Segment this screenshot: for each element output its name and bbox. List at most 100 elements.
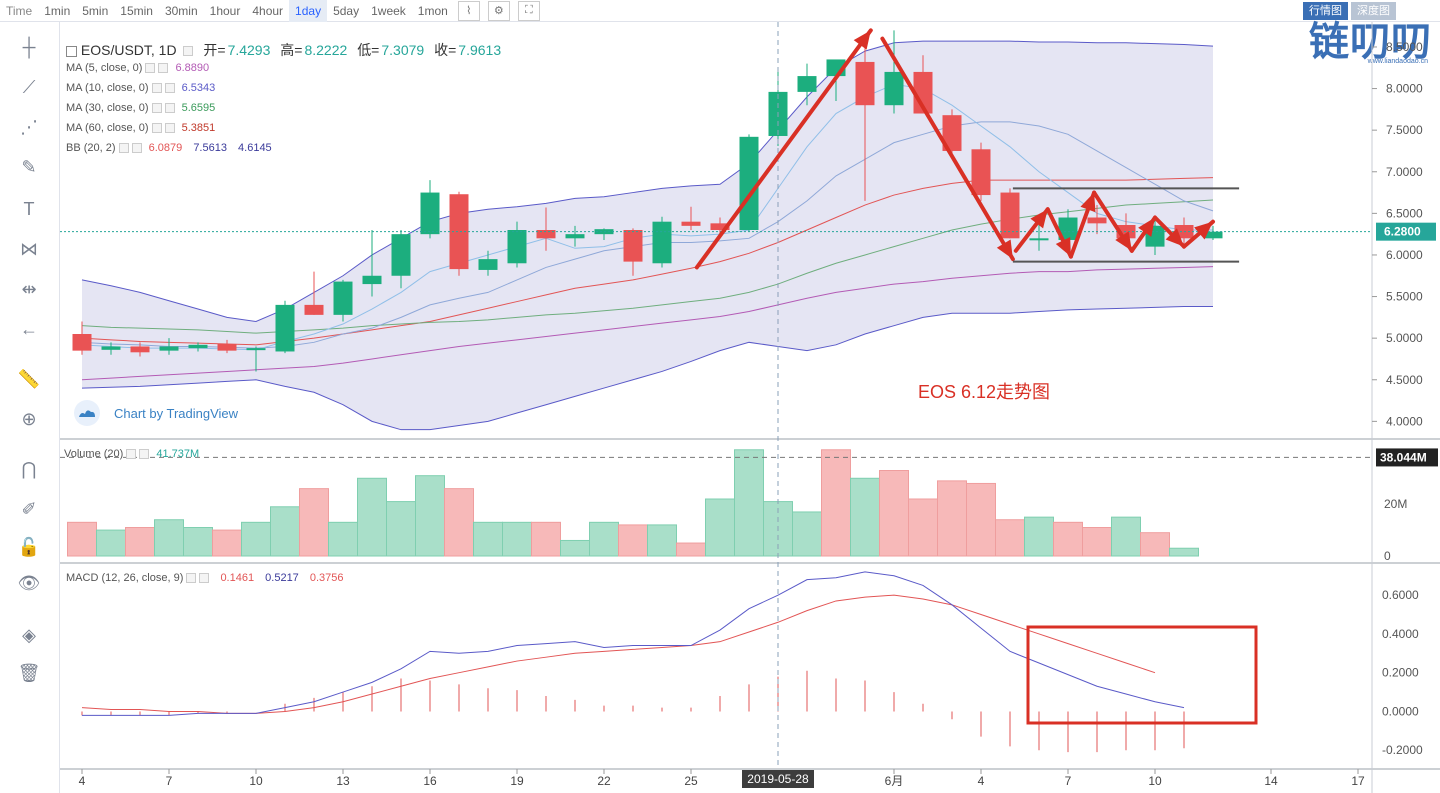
candle-down xyxy=(623,230,643,262)
measure-icon[interactable]: ⇹ xyxy=(21,278,37,299)
volume-bar-down xyxy=(1053,521,1083,557)
fullscreen-icon[interactable]: ⛶ xyxy=(517,0,540,21)
volume-bar-up xyxy=(850,477,880,557)
high-value: 8.2222 xyxy=(304,42,348,58)
volume-close-icon[interactable] xyxy=(139,449,150,460)
x-tick-label: 4 xyxy=(79,774,86,788)
bb-settings-icon[interactable] xyxy=(118,143,129,154)
ma60-settings-icon[interactable] xyxy=(151,123,162,134)
cloud-icon xyxy=(74,400,100,426)
settings-box-icon[interactable] xyxy=(183,46,194,57)
volume-tick-label: 0 xyxy=(1384,549,1391,563)
pattern-icon[interactable]: ⋈ xyxy=(20,238,38,259)
ma5-close-icon[interactable] xyxy=(158,63,169,74)
lock-drawing-icon[interactable]: ✐ xyxy=(21,498,37,519)
tradingview-logo[interactable]: Chart by TradingView xyxy=(74,400,238,426)
timeframe-1min[interactable]: 1min xyxy=(44,3,71,18)
volume-bar-down xyxy=(1140,532,1170,557)
ma5-label: MA (5, close, 0) xyxy=(66,62,143,74)
volume-marker-badge xyxy=(1376,448,1438,467)
range-zigzag-arrow-head xyxy=(1165,228,1184,247)
volume-bar-up xyxy=(1111,516,1141,557)
kline-view-button[interactable]: 行情图 xyxy=(1303,2,1348,20)
ma10-settings-icon[interactable] xyxy=(151,83,162,94)
bb-legend: BB (20, 2) 6.0879 7.5613 4.6145 xyxy=(66,142,272,154)
candle-down xyxy=(1000,192,1020,239)
volume-bar-down xyxy=(125,527,155,557)
volume-bar-up xyxy=(502,521,532,557)
magnet-icon[interactable]: ⋂ xyxy=(21,458,37,479)
candle-up xyxy=(884,71,904,106)
volume-bar-up xyxy=(1024,516,1054,557)
macd-close-icon[interactable] xyxy=(199,573,210,584)
bb-close-icon[interactable] xyxy=(131,143,142,154)
ruler-icon[interactable]: 📏 xyxy=(17,368,41,389)
timeframe-30min[interactable]: 30min xyxy=(164,3,198,18)
timeframe-1mon[interactable]: 1mon xyxy=(417,3,448,18)
timeframe-1day[interactable]: 1day xyxy=(289,0,328,22)
volume-bar-up xyxy=(183,527,213,557)
timeframe-time[interactable]: Time xyxy=(6,3,33,18)
candle-down xyxy=(971,149,991,196)
candle-up xyxy=(797,76,817,92)
volume-tick-label: 20M xyxy=(1384,497,1407,511)
ma10-close-icon[interactable] xyxy=(164,83,175,94)
volume-bar-down xyxy=(444,488,474,557)
volume-legend: Volume (20) 41.737M xyxy=(64,448,199,460)
x-tick-label: 7 xyxy=(166,774,173,788)
ma60-close-icon[interactable] xyxy=(164,123,175,134)
chart-style-icon[interactable] xyxy=(66,45,77,57)
zoom-icon[interactable]: ⊕ xyxy=(21,408,37,429)
back-arrow-icon[interactable]: ← xyxy=(20,318,38,339)
ma30-settings-icon[interactable] xyxy=(151,103,162,114)
ma5-value: 6.8890 xyxy=(175,62,210,74)
price-tick-label: 4.5000 xyxy=(1386,373,1423,387)
timeframe-4hour[interactable]: 4hour xyxy=(252,3,284,18)
trash-icon[interactable]: 🗑 xyxy=(17,662,41,683)
eye-icon[interactable]: 👁 xyxy=(17,572,41,593)
volume-bar-down xyxy=(1082,527,1112,557)
candle-up xyxy=(1058,217,1078,240)
timeframe-5min[interactable]: 5min xyxy=(82,3,109,18)
axes: 4.0000 4.5000 5.0000 5.5000 6.0000 6.5000 7.00… xyxy=(60,22,1440,793)
fib-icon[interactable]: ⋰ xyxy=(20,116,38,137)
timeframe-1hour[interactable]: 1hour xyxy=(209,3,241,18)
high-label: 高= xyxy=(280,42,303,58)
macd-highlight-box xyxy=(1026,625,1258,725)
timeframe-15min[interactable]: 15min xyxy=(120,3,153,18)
ma5-line xyxy=(81,83,1213,351)
candle-down xyxy=(72,334,92,351)
volume-bar-up xyxy=(386,501,416,557)
macd-settings-icon[interactable] xyxy=(186,573,197,584)
timeframe-1week[interactable]: 1week xyxy=(371,3,406,18)
range-zigzag-arrow-head xyxy=(1138,217,1155,237)
uptrend-arrow-head xyxy=(853,30,871,50)
candle-up xyxy=(159,346,179,351)
text-icon[interactable]: T xyxy=(23,198,35,219)
candle-up xyxy=(275,304,295,352)
price-tick-label: 6.0000 xyxy=(1386,248,1423,262)
depth-view-button[interactable]: 深度图 xyxy=(1351,2,1396,20)
lock-icon[interactable]: 🔓 xyxy=(17,536,41,557)
volume-bar-up xyxy=(473,521,503,557)
candle-up xyxy=(1203,231,1223,239)
ma60-value: 5.3851 xyxy=(181,122,216,134)
crosshair-icon[interactable]: ┼ xyxy=(22,36,36,57)
timeframe-5day[interactable]: 5day xyxy=(333,3,360,18)
ma5-settings-icon[interactable] xyxy=(145,63,156,74)
price-tick-label: 5.5000 xyxy=(1386,290,1423,304)
main-pane xyxy=(60,30,1372,431)
low-label: 低= xyxy=(357,42,380,58)
trendline-icon[interactable]: ⟋ xyxy=(22,76,36,97)
brush-icon[interactable]: ✎ xyxy=(21,156,37,177)
ma30-close-icon[interactable] xyxy=(164,103,175,114)
settings-icon[interactable]: ⚙ xyxy=(487,0,510,21)
ma10-line xyxy=(81,121,1214,349)
low-value: 7.3079 xyxy=(381,42,425,58)
chart-type-icon[interactable]: ⌇ xyxy=(457,0,480,21)
volume-settings-icon[interactable] xyxy=(126,449,137,460)
x-tick-label: 10 xyxy=(1148,774,1162,788)
layers-icon[interactable]: ◈ xyxy=(22,624,36,645)
candle-down xyxy=(855,61,875,106)
